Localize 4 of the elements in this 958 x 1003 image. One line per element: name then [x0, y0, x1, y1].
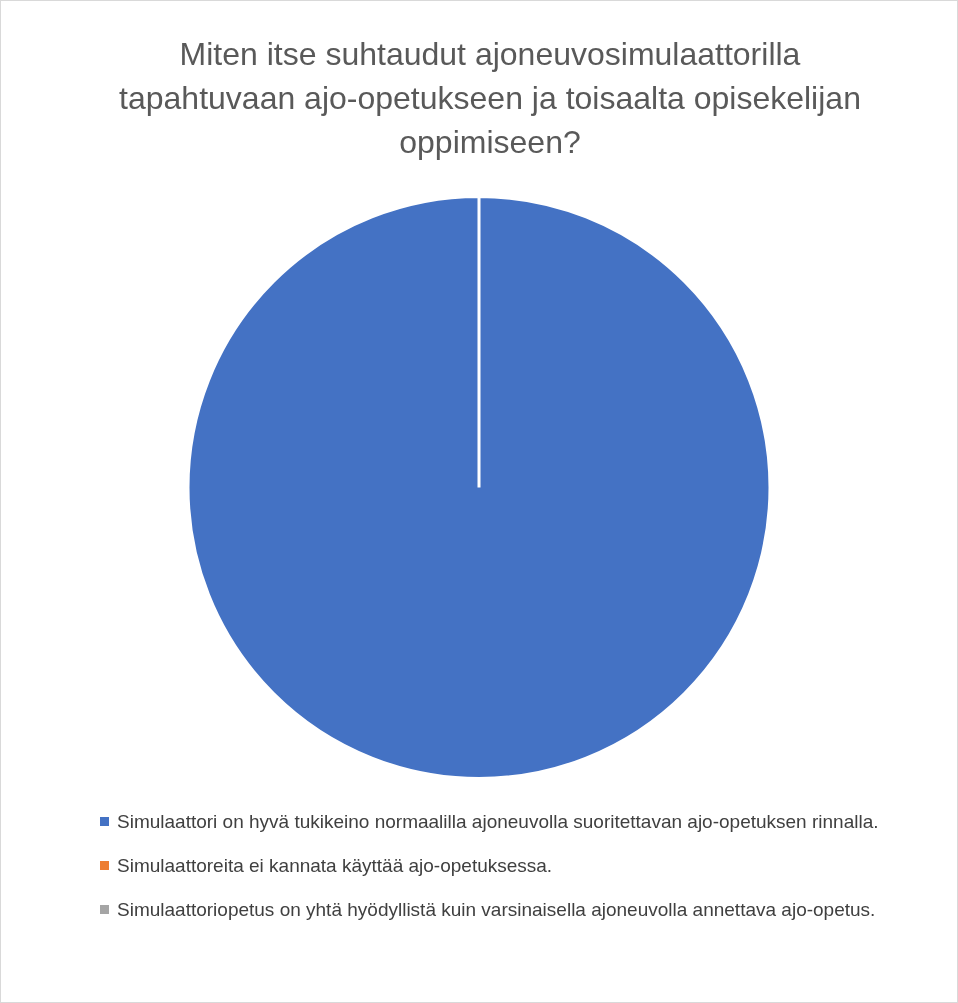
chart-title: Miten itse suhtaudut ajoneuvosimulaattorilla tapahtuvaan ajo-opetukseen ja toisaalta opisekelijan oppimiseen? — [118, 35, 862, 162]
legend-label: Simulaattoreita ei kannata käyttää ajo-opetuksessa. — [117, 854, 553, 878]
legend-label: Simulaattoriopetus on yhtä hyödyllistä kuin varsinaisella ajoneuvolla annettava ajo-opetus. — [117, 898, 876, 922]
legend-label: Simulaattori on hyvä tukikeino normaalilla ajoneuvolla suoritettavan ajo-opetuksen rinnalla. — [117, 810, 879, 834]
